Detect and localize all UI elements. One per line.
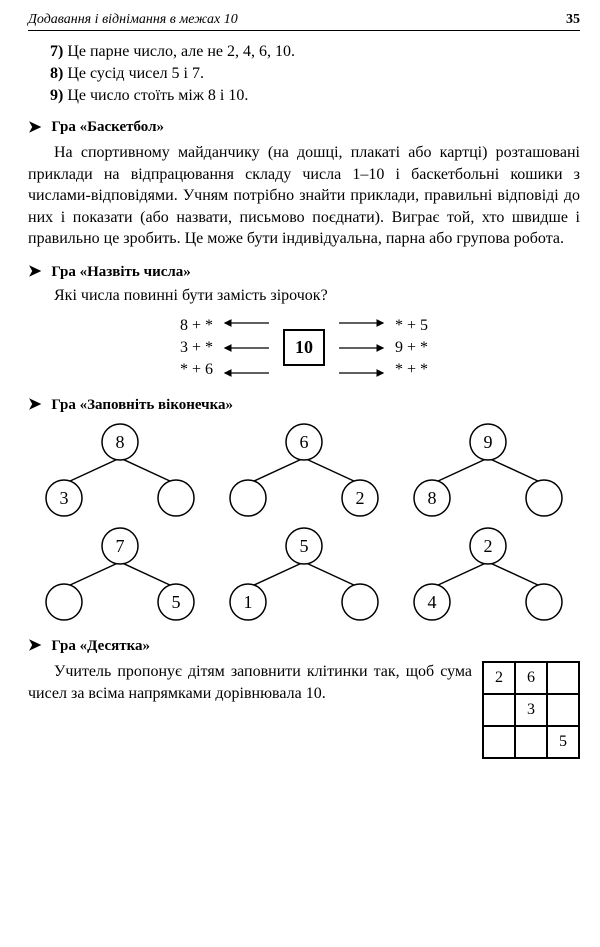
list-item: 9)Це число стоїть між 8 і 10.: [50, 87, 580, 105]
item-index: 8): [50, 65, 63, 82]
bullet-arrow-icon: ➤: [28, 638, 41, 654]
arrows-left-icon: [219, 313, 273, 383]
grid-cell: [515, 726, 547, 758]
grid-cell: [483, 726, 515, 758]
star-right-expr: * + *: [395, 361, 428, 379]
name-numbers-question: Які числа повинні бути замість зірочок?: [54, 287, 580, 305]
ten-paragraph: Учитель пропонує дітям заповнити клітинк…: [28, 661, 472, 704]
game-heading-ten: ➤ Гра «Десятка»: [28, 638, 580, 655]
grid-cell: [547, 694, 579, 726]
item-text: Це число стоїть між 8 і 10.: [67, 87, 248, 104]
bullet-arrow-icon: ➤: [28, 264, 41, 280]
grid-cell: [547, 662, 579, 694]
svg-text:8: 8: [116, 432, 125, 452]
list-item: 7)Це парне число, але не 2, 4, 6, 10.: [50, 43, 580, 61]
game-title: Гра «Баскетбол»: [51, 119, 164, 136]
svg-text:2: 2: [356, 488, 365, 508]
item-text: Це парне число, але не 2, 4, 6, 10.: [67, 43, 295, 60]
trees-container: 8 3 6 2 9 8 7 5 5 1: [28, 420, 580, 624]
page-header: Додавання і віднімання в межах 10 35: [28, 12, 580, 31]
svg-text:5: 5: [172, 592, 181, 612]
basketball-paragraph: На спортивному майданчику (на дошці, пла…: [28, 142, 580, 250]
svg-text:9: 9: [484, 432, 493, 452]
star-left-expr: * + 6: [180, 361, 213, 379]
star-right-expr: 9 + *: [395, 339, 428, 357]
game-title: Гра «Десятка»: [51, 638, 150, 655]
game-heading-name-numbers: ➤ Гра «Назвіть числа»: [28, 264, 580, 281]
tree-diagram: 8 3: [40, 420, 200, 520]
tree-diagram: 7 5: [40, 524, 200, 624]
magic-square: 2 6 3 5: [482, 661, 580, 759]
star-left-expr: 8 + *: [180, 317, 213, 335]
tree-diagram: 6 2: [224, 420, 384, 520]
item-index: 9): [50, 87, 63, 104]
svg-text:6: 6: [300, 432, 309, 452]
bullet-arrow-icon: ➤: [28, 397, 41, 413]
trees-row: 7 5 5 1 2 4: [28, 524, 580, 624]
game-title: Гра «Назвіть числа»: [51, 264, 190, 281]
list-item: 8)Це сусід чисел 5 і 7.: [50, 65, 580, 83]
svg-text:3: 3: [60, 488, 69, 508]
page-number: 35: [566, 12, 580, 28]
tree-diagram: 2 4: [408, 524, 568, 624]
grid-cell: 2: [483, 662, 515, 694]
header-title: Додавання і віднімання в межах 10: [28, 12, 238, 28]
star-right-expr: * + 5: [395, 317, 428, 335]
bullet-arrow-icon: ➤: [28, 120, 41, 136]
item-text: Це сусід чисел 5 і 7.: [67, 65, 204, 82]
tree-diagram: 9 8: [408, 420, 568, 520]
star-left-expr: 3 + *: [180, 339, 213, 357]
grid-cell: 5: [547, 726, 579, 758]
game-heading-basketball: ➤ Гра «Баскетбол»: [28, 119, 580, 136]
svg-text:2: 2: [484, 536, 493, 556]
tree-diagram: 5 1: [224, 524, 384, 624]
grid-cell: 3: [515, 694, 547, 726]
svg-text:1: 1: [244, 592, 253, 612]
svg-text:5: 5: [300, 536, 309, 556]
arrows-right-icon: [335, 313, 389, 383]
grid-cell: [483, 694, 515, 726]
trees-row: 8 3 6 2 9 8: [28, 420, 580, 520]
svg-text:7: 7: [116, 536, 125, 556]
item-index: 7): [50, 43, 63, 60]
star-center-box: 10: [283, 329, 325, 366]
grid-cell: 6: [515, 662, 547, 694]
star-diagram: 8 + * 3 + * * + 6 10 * + 5 9 + *: [28, 313, 580, 383]
game-heading-fill-windows: ➤ Гра «Заповніть віконечка»: [28, 397, 580, 414]
svg-text:8: 8: [428, 488, 437, 508]
riddle-list: 7)Це парне число, але не 2, 4, 6, 10. 8)…: [50, 43, 580, 105]
game-title: Гра «Заповніть віконечка»: [51, 397, 233, 414]
svg-text:4: 4: [428, 592, 437, 612]
